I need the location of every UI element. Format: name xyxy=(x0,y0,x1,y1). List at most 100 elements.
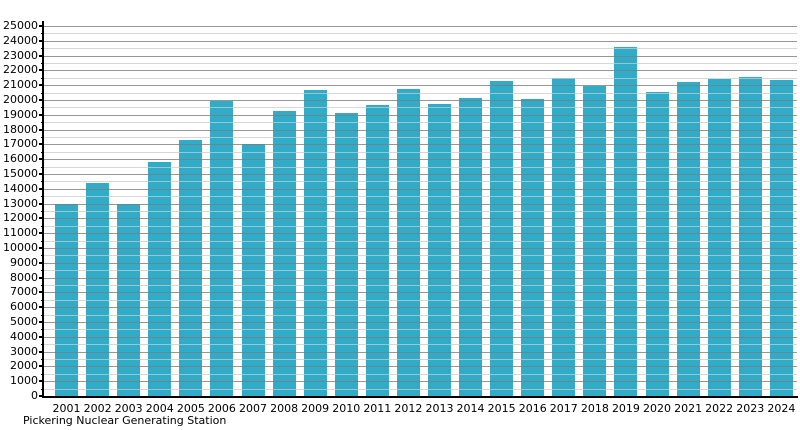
y-tick-label-9000: 9000 xyxy=(10,255,38,269)
x-tick-label-2007: 2007 xyxy=(239,402,267,415)
bar-slot-2023 xyxy=(735,26,766,396)
x-tick-label-2011: 2011 xyxy=(363,402,392,415)
x-tick-label-2023: 2023 xyxy=(736,402,765,415)
y-tick-label-0: 0 xyxy=(31,389,38,402)
bar-2007 xyxy=(241,144,265,396)
x-tick-label-2009: 2009 xyxy=(301,402,330,415)
bar-slot-2024 xyxy=(766,26,797,396)
y-tick-label-18000: 18000 xyxy=(3,122,38,136)
bar-2009 xyxy=(303,90,327,396)
bar-2016 xyxy=(521,99,545,396)
bar-2012 xyxy=(396,88,420,396)
chart-caption: Pickering Nuclear Generating Station xyxy=(23,414,227,427)
x-tick-label-2021: 2021 xyxy=(674,402,703,415)
bar-slot-2015 xyxy=(486,26,517,396)
bar-2001 xyxy=(55,203,79,396)
y-major-tick-18000 xyxy=(39,128,44,131)
y-major-tick-15000 xyxy=(39,173,44,175)
bar-slot-2018 xyxy=(579,26,610,396)
bar-2020 xyxy=(645,91,669,396)
x-tick-label-2008: 2008 xyxy=(270,402,299,415)
bar-slot-2017 xyxy=(548,26,579,396)
bar-slot-2005 xyxy=(175,26,206,396)
x-tick-label-2005: 2005 xyxy=(176,402,205,415)
x-tick-label-2016: 2016 xyxy=(518,402,547,415)
bar-2015 xyxy=(490,80,514,396)
bar-slot-2014 xyxy=(455,26,486,396)
y-major-tick-9000 xyxy=(39,261,44,264)
y-tick-label-21000: 21000 xyxy=(3,78,38,92)
bar-slot-2021 xyxy=(673,26,704,396)
x-tick-label-2006: 2006 xyxy=(207,402,236,415)
y-tick-label-17000: 17000 xyxy=(3,137,38,151)
bar-slot-2001 xyxy=(51,26,82,396)
x-tick-label-2024: 2024 xyxy=(767,402,796,415)
x-tick-label-2004: 2004 xyxy=(145,402,174,415)
bar-slot-2013 xyxy=(424,26,455,396)
bar-slot-2020 xyxy=(641,26,672,396)
bar-slot-2002 xyxy=(82,26,113,396)
x-tick-label-2001: 2001 xyxy=(52,402,81,415)
y-major-tick-1000 xyxy=(39,380,44,383)
y-major-tick-8000 xyxy=(39,276,44,279)
y-major-tick-5000 xyxy=(39,321,44,323)
bar-slot-2003 xyxy=(113,26,144,396)
bar-2013 xyxy=(427,104,451,396)
y-major-tick-20000 xyxy=(39,99,44,101)
y-tick-label-25000: 25000 xyxy=(3,19,38,32)
bar-slot-2022 xyxy=(704,26,735,396)
bar-2021 xyxy=(676,82,700,396)
y-tick-label-11000: 11000 xyxy=(3,226,38,240)
y-major-tick-12000 xyxy=(39,217,44,220)
bars-layer xyxy=(51,26,797,396)
bar-slot-2019 xyxy=(610,26,641,396)
y-tick-label-24000: 24000 xyxy=(3,33,38,47)
bar-slot-2009 xyxy=(300,26,331,396)
y-major-tick-6000 xyxy=(39,306,44,309)
bar-2004 xyxy=(148,162,172,396)
bar-2008 xyxy=(272,111,296,396)
y-tick-label-15000: 15000 xyxy=(3,167,38,180)
x-axis-line xyxy=(42,396,798,398)
y-tick-label-7000: 7000 xyxy=(10,285,38,299)
bar-2023 xyxy=(738,77,762,396)
bar-2022 xyxy=(707,78,731,396)
y-tick-label-22000: 22000 xyxy=(3,63,38,77)
bar-slot-2011 xyxy=(362,26,393,396)
y-major-tick-13000 xyxy=(39,202,44,205)
bar-slot-2007 xyxy=(237,26,268,396)
x-tick-label-2002: 2002 xyxy=(83,402,112,415)
y-tick-label-5000: 5000 xyxy=(10,315,38,328)
x-tick-label-2015: 2015 xyxy=(487,402,516,415)
y-tick-label-19000: 19000 xyxy=(3,107,38,121)
y-major-tick-16000 xyxy=(39,158,44,161)
bar-slot-2010 xyxy=(331,26,362,396)
bar-2024 xyxy=(769,80,793,396)
bar-2014 xyxy=(459,97,483,396)
y-tick-label-4000: 4000 xyxy=(10,329,38,343)
x-tick-label-2014: 2014 xyxy=(456,402,485,415)
x-axis-tick-labels: 2001 2002 2003 2004 2005 2006 2007 2008 2009 2010… xyxy=(51,402,797,416)
bar-slot-2012 xyxy=(393,26,424,396)
bar-slot-2004 xyxy=(144,26,175,396)
y-major-tick-7000 xyxy=(39,291,44,294)
y-major-tick-11000 xyxy=(39,232,44,235)
y-major-tick-17000 xyxy=(39,143,44,146)
bar-slot-2008 xyxy=(269,26,300,396)
y-axis-tick-labels: 0 1000 2000 3000 4000 5000 6000 7000 8000 9000 100… xyxy=(0,0,38,430)
y-tick-label-13000: 13000 xyxy=(3,196,38,210)
bar-2018 xyxy=(583,85,607,396)
y-major-tick-21000 xyxy=(39,84,44,87)
y-tick-label-3000: 3000 xyxy=(10,344,38,358)
bar-2006 xyxy=(210,100,234,396)
bar-2019 xyxy=(614,46,638,396)
x-tick-label-2020: 2020 xyxy=(643,402,672,415)
bar-2017 xyxy=(552,77,576,396)
y-tick-label-16000: 16000 xyxy=(3,152,38,166)
y-tick-label-2000: 2000 xyxy=(10,359,38,373)
y-major-tick-24000 xyxy=(39,39,44,42)
bar-2011 xyxy=(365,105,389,396)
y-major-tick-14000 xyxy=(39,187,44,190)
x-tick-label-2013: 2013 xyxy=(425,402,454,415)
y-major-tick-23000 xyxy=(39,54,44,57)
